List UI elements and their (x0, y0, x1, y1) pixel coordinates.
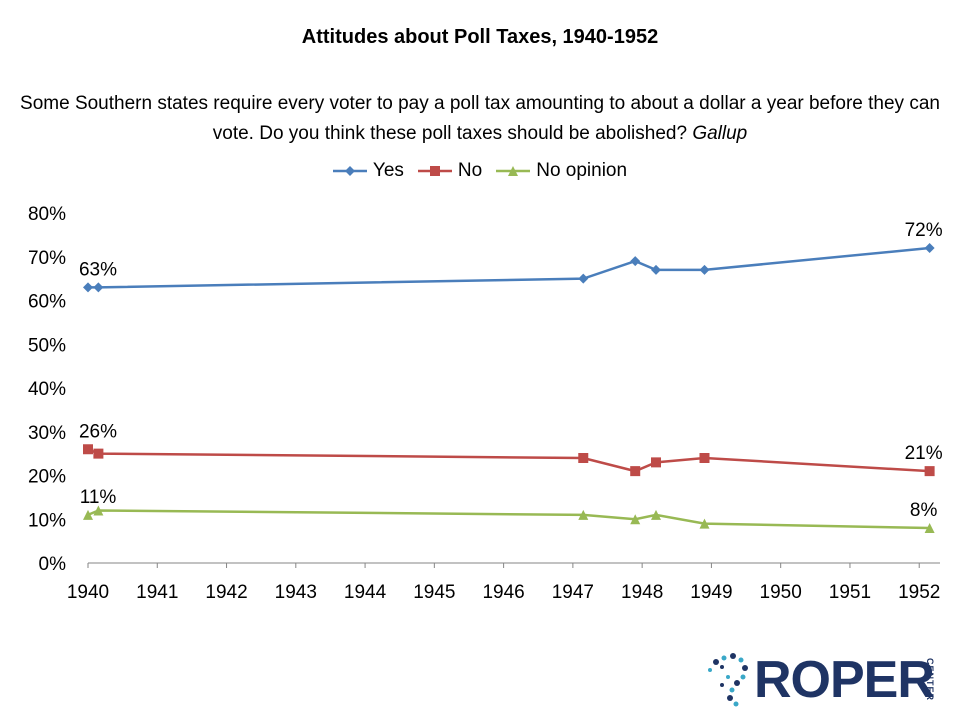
data-label-yes: 63% (79, 259, 117, 280)
legend-yes-label: Yes (372, 160, 404, 181)
x-tick-label: 1949 (690, 582, 732, 603)
y-tick-label: 40% (28, 379, 66, 400)
y-tick-label: 0% (39, 554, 67, 575)
x-tick-label: 1945 (413, 582, 455, 603)
x-tick-label: 1948 (621, 582, 663, 603)
data-point-no (578, 453, 589, 463)
roper-logo: ROPER CENTER (706, 650, 940, 710)
y-tick-label: 20% (28, 467, 66, 488)
data-point-no-opinion (630, 514, 641, 525)
source-label: Gallup (692, 123, 748, 144)
legend-item-yes: Yes (332, 160, 404, 182)
legend-no-opinion-swatch (496, 166, 531, 176)
chart-subtitle: Some Southern states require every voter… (20, 89, 940, 149)
data-point-no-opinion (699, 518, 710, 529)
data-point-yes (93, 282, 104, 293)
x-tick-label: 1942 (205, 582, 247, 603)
data-point-no-opinion (651, 509, 661, 520)
y-tick-label: 10% (28, 510, 66, 531)
roper-logo-icon (708, 653, 748, 707)
data-point-no-opinion (578, 509, 589, 520)
legend-item-no: No (417, 160, 483, 182)
x-tick-label: 1941 (136, 582, 178, 603)
data-point-no (93, 448, 104, 459)
x-tick-label: 1950 (760, 582, 802, 603)
y-tick-label: 80% (28, 204, 66, 225)
legend-no-swatch (417, 166, 452, 176)
legend-no-label: No (457, 160, 483, 181)
series-line-no-opinion (87, 509, 930, 530)
x-tick-label: 1951 (829, 582, 871, 603)
data-label-yes: 72% (905, 220, 943, 241)
data-point-no (924, 466, 935, 477)
roper-logo-center-text: CENTER (925, 658, 935, 702)
data-point-no (651, 457, 661, 468)
chart-legend: Yes No No opinion (0, 160, 960, 182)
data-point-no (699, 453, 710, 463)
data-label-no-opinion: 8% (910, 500, 938, 521)
data-point-yes (630, 256, 641, 267)
data-label-no: 21% (905, 443, 943, 464)
y-tick-label: 60% (28, 292, 66, 313)
data-point-no (630, 466, 641, 477)
series-line-yes (88, 246, 930, 289)
x-tick-label: 1943 (275, 582, 317, 603)
data-point-no-opinion (83, 509, 93, 520)
legend-yes-swatch (332, 166, 367, 176)
series-line-no (87, 448, 930, 473)
data-point-yes (699, 264, 710, 275)
data-point-yes (924, 243, 935, 253)
x-tick-label: 1944 (344, 582, 387, 603)
data-point-yes (83, 282, 93, 293)
x-tick-label: 1947 (552, 582, 594, 603)
data-point-no-opinion (924, 523, 935, 533)
question-text: Some Southern states require every voter… (20, 93, 940, 144)
x-tick-label: 1946 (482, 582, 524, 603)
x-tick-label: 1940 (67, 582, 109, 603)
data-label-no-opinion: 11% (80, 487, 117, 508)
data-point-no-opinion (93, 505, 104, 516)
legend-no-opinion-label: No opinion (536, 160, 628, 181)
legend-item-no-opinion: No opinion (496, 160, 627, 182)
roper-logo-text: ROPER (754, 651, 935, 709)
y-tick-label: 50% (28, 335, 66, 356)
data-point-yes (651, 264, 661, 275)
x-tick-label: 1952 (898, 582, 940, 603)
y-tick-label: 30% (28, 423, 66, 444)
data-point-yes (578, 273, 589, 284)
data-point-no (83, 444, 93, 455)
data-label-no: 26% (79, 421, 117, 442)
y-tick-label: 70% (28, 248, 66, 269)
chart-title: Attitudes about Poll Taxes, 1940-1952 (301, 26, 659, 48)
